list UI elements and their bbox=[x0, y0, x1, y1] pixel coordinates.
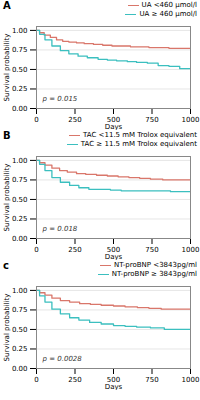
svg-text:0.75: 0.75 bbox=[12, 306, 28, 314]
svg-text:1000: 1000 bbox=[182, 116, 200, 124]
svg-text:Days: Days bbox=[105, 383, 123, 391]
svg-text:250: 250 bbox=[68, 376, 81, 384]
svg-text:750: 750 bbox=[145, 246, 158, 254]
svg-text:Survival probability: Survival probability bbox=[3, 164, 11, 232]
svg-text:p = 0.018: p = 0.018 bbox=[42, 225, 78, 233]
html-text:UA <460 μmol/l: UA <460 μmol/l bbox=[141, 1, 197, 9]
svg-text:0.25: 0.25 bbox=[12, 345, 28, 353]
svg-text:0.00: 0.00 bbox=[12, 105, 28, 113]
svg-text:250: 250 bbox=[68, 116, 81, 124]
html-text:TAC ≥ 11.5 mM Trolox equivalen: TAC ≥ 11.5 mM Trolox equivalent bbox=[80, 140, 197, 148]
svg-text:1000: 1000 bbox=[182, 376, 200, 384]
svg-text:0.50: 0.50 bbox=[12, 326, 28, 334]
svg-text:p = 0.015: p = 0.015 bbox=[42, 95, 78, 103]
html-text:A: A bbox=[3, 0, 11, 11]
html-text:c: c bbox=[3, 260, 9, 271]
html-text:B: B bbox=[3, 130, 11, 141]
svg-text:0.75: 0.75 bbox=[12, 46, 28, 54]
svg-text:1.00: 1.00 bbox=[12, 287, 28, 295]
svg-text:0.25: 0.25 bbox=[12, 215, 28, 223]
svg-text:500: 500 bbox=[106, 246, 121, 255]
svg-text:0.75: 0.75 bbox=[12, 176, 28, 184]
html-text:UA ≥ 460 μmol/l: UA ≥ 460 μmol/l bbox=[139, 10, 197, 18]
svg-text:0.50: 0.50 bbox=[12, 66, 28, 74]
svg-text:Days: Days bbox=[105, 123, 123, 131]
svg-text:0: 0 bbox=[34, 376, 38, 384]
svg-text:1000: 1000 bbox=[182, 246, 200, 254]
svg-text:500: 500 bbox=[106, 116, 121, 125]
svg-text:Days: Days bbox=[105, 253, 123, 261]
svg-text:0.25: 0.25 bbox=[12, 85, 28, 93]
svg-text:0.00: 0.00 bbox=[12, 365, 28, 373]
svg-text:0: 0 bbox=[34, 116, 38, 124]
svg-text:0: 0 bbox=[34, 246, 38, 254]
svg-text:1.00: 1.00 bbox=[12, 157, 28, 165]
svg-text:0.00: 0.00 bbox=[12, 235, 28, 243]
svg-text:0.50: 0.50 bbox=[12, 196, 28, 204]
svg-text:250: 250 bbox=[68, 246, 81, 254]
svg-text:750: 750 bbox=[145, 116, 158, 124]
html-text:NT-proBNP <3843pg/ml: NT-proBNP <3843pg/ml bbox=[114, 261, 197, 269]
svg-text:Survival probability: Survival probability bbox=[3, 34, 11, 102]
svg-text:Survival probability: Survival probability bbox=[3, 294, 11, 362]
svg-text:p = 0.0028: p = 0.0028 bbox=[42, 355, 83, 363]
html-text:NT-proBNP ≥ 3843pg/ml: NT-proBNP ≥ 3843pg/ml bbox=[111, 270, 197, 278]
html-text:TAC <11.5 mM Trolox equivalent: TAC <11.5 mM Trolox equivalent bbox=[83, 131, 197, 139]
svg-text:500: 500 bbox=[106, 376, 121, 385]
svg-text:1.00: 1.00 bbox=[12, 27, 28, 35]
svg-text:750: 750 bbox=[145, 376, 158, 384]
